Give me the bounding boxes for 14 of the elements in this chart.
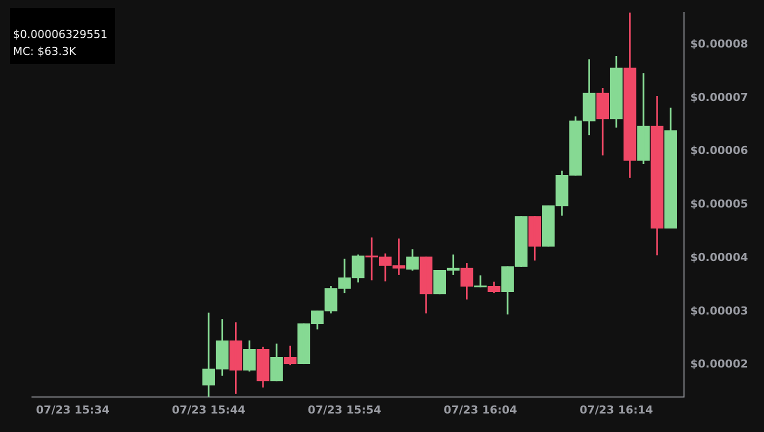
x-tick-label: 07/23 15:44 — [172, 403, 246, 416]
y-tick-label: $0.00007 — [690, 90, 748, 104]
annotation: MC: $63.3K — [13, 44, 78, 60]
x-tick-label: 07/23 16:04 — [444, 403, 518, 416]
x-tick-label: 07/23 16:14 — [580, 403, 654, 416]
y-tick-label: $0.00004 — [690, 250, 748, 264]
x-tick-label: 07/23 15:34 — [36, 403, 110, 416]
x-tick-label: 07/23 15:54 — [308, 403, 382, 416]
y-tick-label: $0.00002 — [690, 358, 748, 371]
y-tick-label: $0.00006 — [690, 144, 748, 158]
y-tick-label: $0.00005 — [690, 198, 748, 211]
annotation: $0.00006329551 — [13, 27, 108, 43]
y-tick-label: $0.00008 — [690, 37, 748, 50]
y-tick-label: $0.00003 — [690, 304, 748, 318]
